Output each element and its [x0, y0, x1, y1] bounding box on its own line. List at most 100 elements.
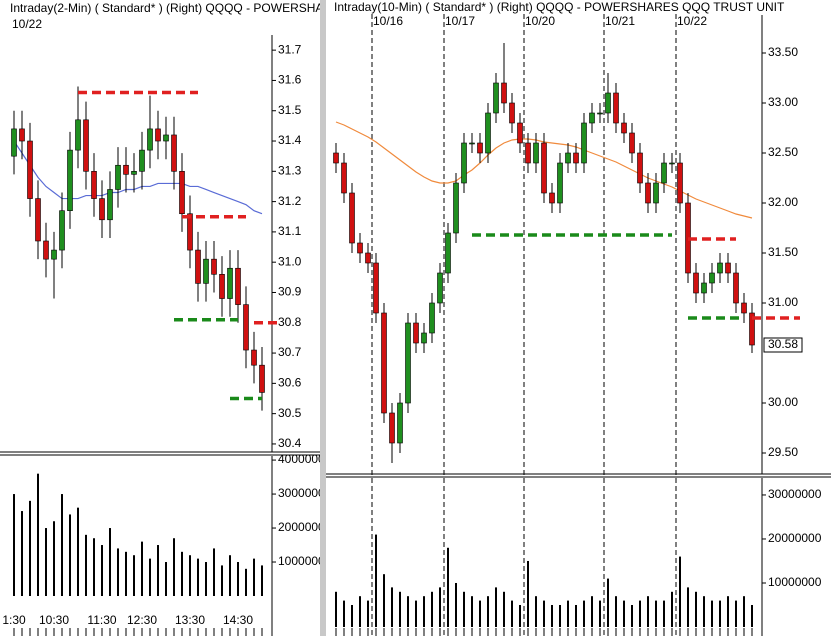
volume-bar	[213, 548, 215, 596]
candle-body	[565, 152, 571, 164]
candle-body	[677, 162, 683, 204]
volume-bar	[69, 514, 71, 596]
volume-bar	[399, 591, 401, 627]
candle-body	[621, 122, 627, 134]
volume-bar	[109, 528, 111, 596]
last-price-label: 30.58	[768, 337, 798, 351]
candle-body	[373, 262, 379, 314]
volume-bar	[359, 596, 361, 627]
candle-body	[171, 134, 177, 172]
y-tick-label: 30.5	[278, 406, 302, 420]
y-tick-label: 31.2	[278, 194, 302, 208]
volume-bar	[93, 538, 95, 596]
candle-body	[139, 149, 145, 172]
candle-body	[341, 162, 347, 194]
y-tick-label: 30.8	[278, 315, 302, 329]
volume-bar	[727, 596, 729, 627]
candle-body	[709, 272, 715, 284]
volume-bar	[117, 548, 119, 596]
candle-body	[259, 364, 265, 393]
candle-body	[83, 119, 89, 172]
candle-body	[629, 132, 635, 154]
y-tick-label: 31.1	[278, 224, 302, 238]
candle-body	[661, 162, 667, 184]
volume-bar	[29, 500, 31, 596]
candle-body	[59, 210, 65, 251]
volume-bar	[391, 587, 393, 627]
volume-bar	[743, 596, 745, 627]
y-tick-label: 29.50	[768, 445, 798, 459]
candle-body	[517, 122, 523, 144]
volume-bar	[157, 545, 159, 596]
volume-bar	[141, 541, 143, 596]
candle-body	[195, 249, 201, 284]
volume-bar	[599, 600, 601, 627]
y-tick-label: 31.00	[768, 295, 798, 309]
volume-bar	[447, 547, 449, 627]
candle-body	[389, 412, 395, 444]
volume-bar	[511, 600, 513, 627]
chart-title: Intraday(10-Min) ( Standard* ) (Right) Q…	[334, 0, 785, 14]
volume-bar	[77, 507, 79, 596]
volume-bar	[615, 596, 617, 627]
y-tick-label: 31.0	[278, 254, 302, 268]
candle-body	[75, 119, 81, 151]
volume-bar	[375, 534, 377, 627]
volume-bar	[197, 558, 199, 596]
candle-body	[203, 258, 209, 284]
volume-bar	[439, 587, 441, 627]
volume-bar	[253, 558, 255, 596]
volume-bar	[503, 591, 505, 627]
volume-bar	[639, 600, 641, 627]
volume-bar	[583, 600, 585, 627]
candle-body	[211, 258, 217, 275]
candle-body	[701, 282, 707, 294]
candle-body	[597, 112, 603, 115]
candle-body	[227, 267, 233, 299]
candle-body	[333, 152, 339, 164]
candle-body	[147, 128, 153, 151]
volume-bar	[261, 565, 263, 596]
volume-bar	[543, 600, 545, 627]
volume-bar	[607, 578, 609, 627]
candle-body	[187, 213, 193, 251]
candle-body	[43, 240, 49, 260]
x-tick-label: 10/21	[605, 14, 635, 28]
y-tick-label: 30.4	[278, 436, 302, 450]
candle-body	[67, 149, 73, 211]
y-tick-label: 33.00	[768, 95, 798, 109]
y-tick-label: 32.50	[768, 145, 798, 159]
volume-bar	[455, 582, 457, 627]
y-tick-label: 31.6	[278, 73, 302, 87]
volume-bar	[351, 604, 353, 627]
candle-body	[179, 171, 185, 215]
candle-body	[251, 349, 257, 366]
volume-bar	[663, 600, 665, 627]
candle-body	[749, 312, 755, 346]
candle-body	[349, 192, 355, 244]
volume-bar	[335, 591, 337, 627]
candle-body	[123, 164, 129, 175]
candle-body	[541, 142, 547, 194]
candle-body	[35, 198, 41, 242]
y-tick-label: 31.50	[768, 245, 798, 259]
candle-body	[365, 252, 371, 264]
volume-tick-label: 400000000	[278, 452, 320, 466]
splitter[interactable]	[320, 0, 326, 636]
volume-bar	[245, 568, 247, 596]
volume-bar	[221, 565, 223, 596]
volume-bar	[679, 556, 681, 627]
volume-bar	[671, 591, 673, 627]
candle-body	[605, 92, 611, 114]
candle-body	[91, 171, 97, 199]
candle-body	[693, 272, 699, 294]
x-tick-label: 13:30	[175, 613, 205, 627]
candle-body	[429, 302, 435, 334]
volume-bar	[237, 562, 239, 596]
volume-bar	[535, 596, 537, 627]
volume-bar	[173, 538, 175, 596]
volume-bar	[551, 604, 553, 627]
candle-body	[421, 332, 427, 344]
volume-bar	[367, 600, 369, 627]
volume-bar	[61, 494, 63, 596]
